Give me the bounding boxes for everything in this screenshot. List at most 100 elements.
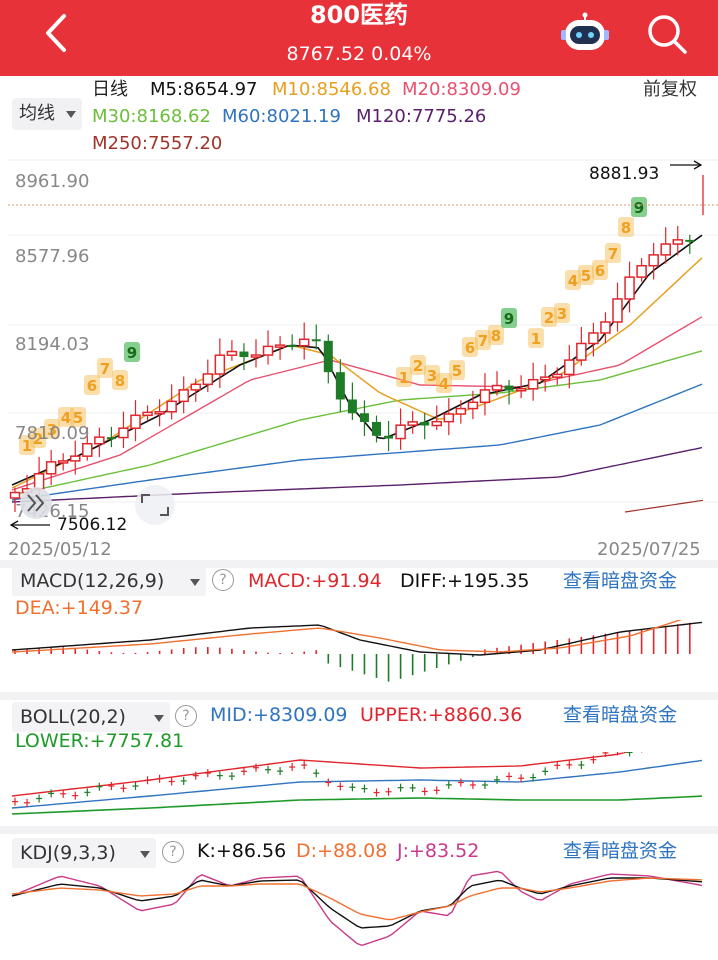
- td-count-badge: 5: [578, 265, 594, 285]
- search-icon[interactable]: [645, 12, 689, 56]
- candle-up: [407, 421, 418, 426]
- m10-line: [11, 257, 703, 489]
- dropdown-triangle-icon: [154, 715, 164, 722]
- td-count-badge: 4: [436, 373, 452, 393]
- macd-select[interactable]: MACD(12,26,9): [12, 566, 206, 596]
- kdj-select[interactable]: KDJ(9,3,3): [12, 838, 156, 868]
- candle-up: [130, 414, 141, 429]
- candle-up: [70, 455, 81, 462]
- td-count-badge: 6: [84, 375, 100, 395]
- adjust-mode[interactable]: 前复权: [643, 79, 697, 100]
- robot-assistant-icon[interactable]: [560, 12, 610, 54]
- candle-up: [612, 298, 623, 323]
- high-label: 8881.93: [589, 164, 659, 184]
- candle-up: [142, 411, 153, 417]
- td-count-badge: 3: [424, 365, 440, 385]
- candle-down: [106, 437, 116, 440]
- indicator-select[interactable]: 均线: [12, 98, 82, 130]
- td-count-badge: 5: [70, 407, 86, 427]
- svg-text:2: 2: [33, 430, 43, 448]
- svg-text:6: 6: [465, 339, 475, 357]
- candle-up: [166, 400, 177, 413]
- td-count-badge: 9: [631, 197, 647, 217]
- candle-up: [9, 491, 21, 499]
- dropdown-triangle-icon: [190, 579, 200, 586]
- svg-text:4: 4: [439, 375, 449, 393]
- candle-up: [154, 411, 165, 415]
- candle-up: [214, 354, 226, 375]
- svg-text:7: 7: [478, 332, 488, 350]
- candle-up: [33, 473, 45, 490]
- candle-up: [57, 460, 69, 464]
- candle-up: [395, 424, 406, 440]
- candle-up: [564, 359, 575, 376]
- td-count-badge: 1: [396, 367, 412, 387]
- diff-value: DIFF:+195.35: [400, 570, 530, 592]
- diff-line: [11, 621, 703, 656]
- ma5-value: M5:8654.97: [150, 79, 258, 100]
- kdj-select-label: KDJ(9,3,3): [20, 842, 116, 864]
- d-line: [11, 877, 703, 921]
- candle-up: [539, 376, 551, 381]
- dark-pool-link[interactable]: 查看暗盘资金: [563, 704, 678, 726]
- candle-up: [624, 276, 635, 300]
- collapse-icon[interactable]: [135, 485, 175, 525]
- help-icon[interactable]: ?: [175, 705, 197, 727]
- candle-down: [239, 351, 249, 358]
- td-count-badge: 3: [44, 419, 60, 439]
- svg-text:8: 8: [621, 219, 631, 237]
- svg-text:3: 3: [47, 421, 57, 439]
- td-count-badge: 2: [541, 307, 557, 327]
- ma120-value: M120:7775.26: [356, 106, 487, 127]
- macd-chart: [11, 620, 703, 682]
- boll-select-label: BOLL(20,2): [20, 706, 126, 728]
- td-count-badge: 3: [554, 303, 570, 323]
- candle-up: [262, 345, 274, 356]
- candle-down: [335, 372, 345, 400]
- td-count-badge: 5: [449, 360, 465, 380]
- candle-down: [347, 399, 357, 414]
- price-change: 8767.52 0.04%: [286, 43, 432, 65]
- dropdown-triangle-icon: [66, 111, 76, 118]
- td-count-badge: 4: [565, 270, 581, 290]
- td-count-badge: 6: [462, 337, 478, 357]
- candle-up: [274, 344, 286, 348]
- candle-up: [479, 389, 491, 404]
- upper-band: [11, 752, 629, 797]
- k-value: K:+86.56: [197, 840, 287, 862]
- svg-text:1: 1: [399, 369, 409, 387]
- ma250-value: M250:7557.20: [92, 133, 223, 154]
- back-arrow-icon[interactable]: [38, 10, 78, 56]
- td-count-badge: 1: [19, 435, 35, 455]
- j-line: [11, 870, 703, 947]
- help-icon[interactable]: ?: [212, 569, 234, 591]
- candle-up: [552, 373, 563, 378]
- svg-text:6: 6: [87, 377, 97, 395]
- boll-select[interactable]: BOLL(20,2): [12, 702, 170, 732]
- y-label-4: 7810.09: [15, 423, 89, 444]
- svg-text:1: 1: [531, 330, 541, 348]
- dea-line: [11, 620, 683, 653]
- svg-text:8: 8: [491, 327, 501, 345]
- candle-up: [190, 383, 201, 391]
- candle-down: [420, 421, 430, 426]
- candle-down: [372, 421, 381, 436]
- td-count-badge: 7: [605, 243, 621, 263]
- boll-chart: [11, 752, 703, 815]
- svg-text:7: 7: [100, 360, 110, 378]
- svg-text:4: 4: [61, 409, 71, 427]
- separator: [0, 692, 718, 700]
- dark-pool-link[interactable]: 查看暗盘资金: [563, 840, 678, 862]
- mid-band: [11, 759, 703, 809]
- help-icon[interactable]: ?: [162, 841, 184, 863]
- svg-text:9: 9: [504, 310, 514, 328]
- dark-pool-link[interactable]: 查看暗盘资金: [563, 570, 678, 592]
- arrow-left-icon: [9, 520, 50, 530]
- date-start: 2025/05/12: [8, 539, 112, 560]
- candle-up: [515, 388, 527, 392]
- scroll-handle-icon[interactable]: [20, 487, 52, 519]
- svg-text:7: 7: [608, 245, 618, 263]
- lower-band: [11, 795, 703, 815]
- candle-up: [588, 332, 599, 345]
